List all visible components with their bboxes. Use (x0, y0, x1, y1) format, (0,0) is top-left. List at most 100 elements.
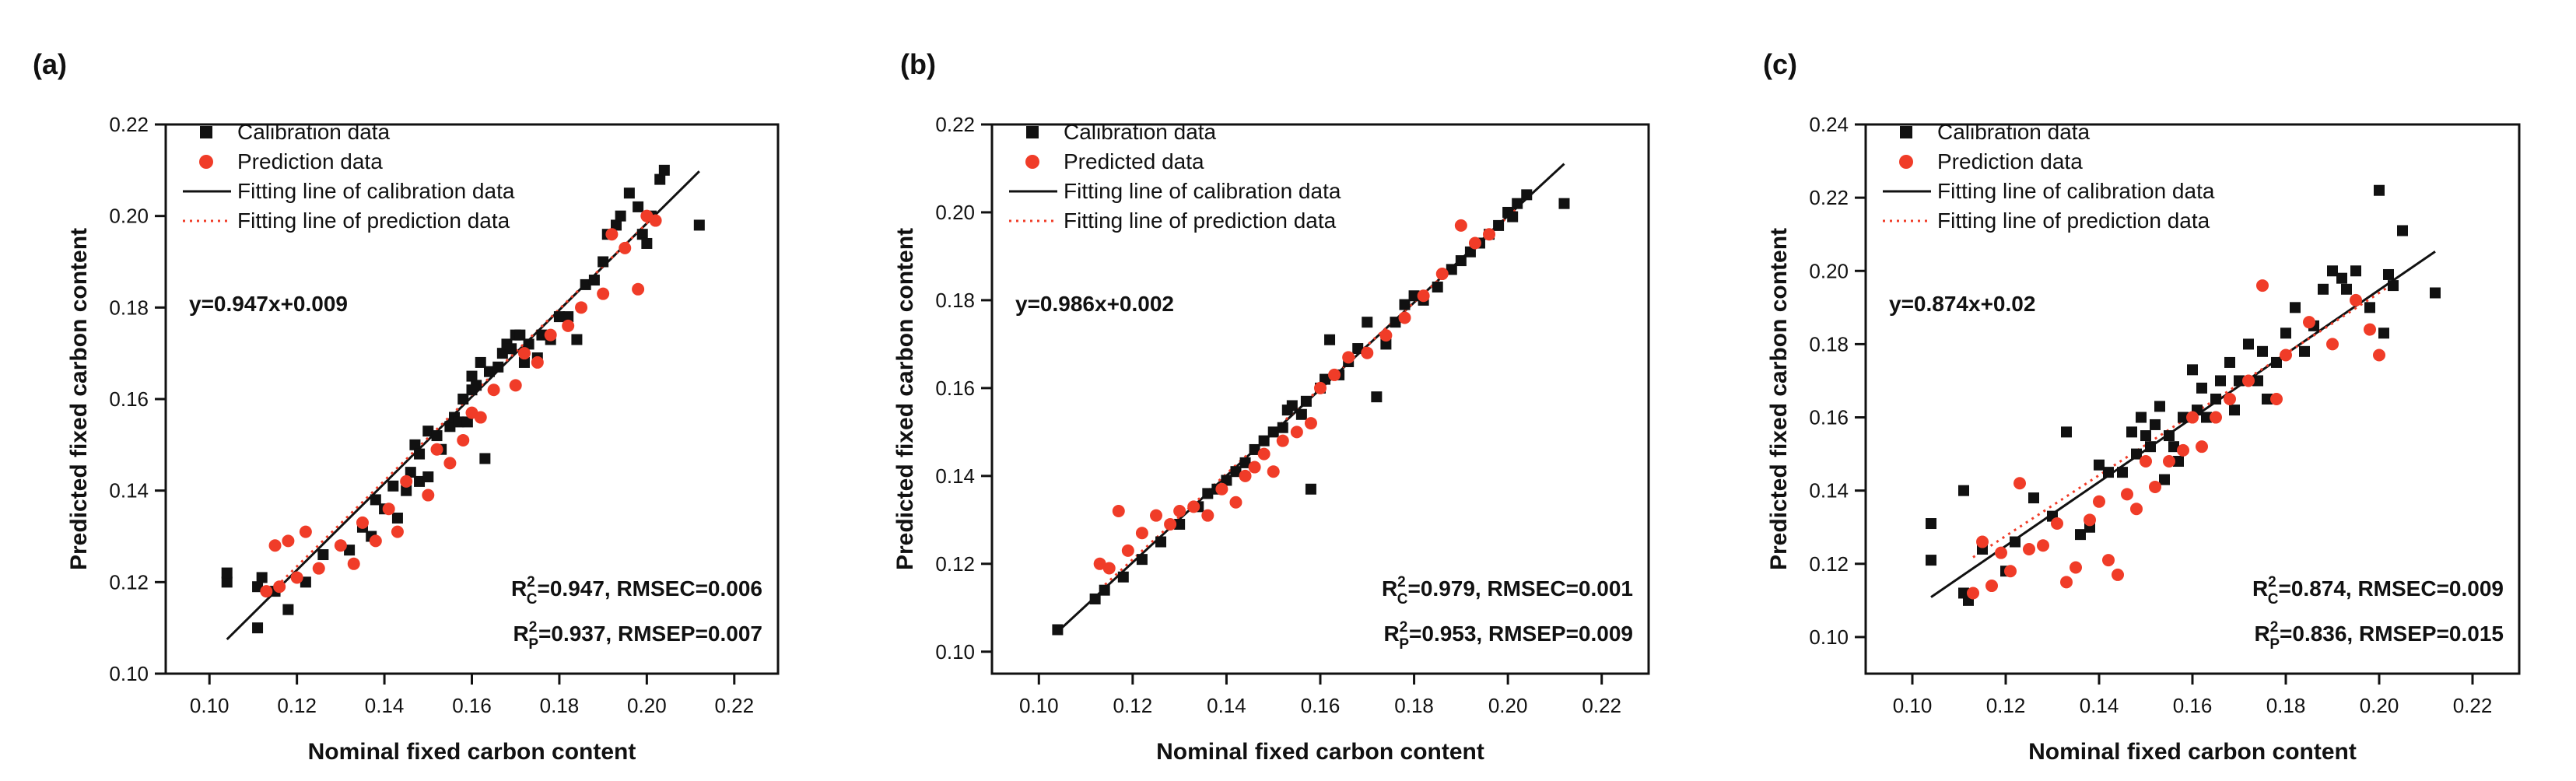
prediction-point (422, 489, 435, 502)
x-tick-label: 0.22 (714, 694, 754, 717)
calibration-point (2364, 302, 2375, 313)
legend-calibration-marker (1900, 126, 1912, 138)
prediction-point (2256, 279, 2269, 292)
prediction-point (605, 228, 619, 241)
calibration-point (479, 453, 491, 464)
calibration-point (2145, 441, 2156, 453)
fit-statistics: R2 C=0.874, RMSEC=0.009 (2252, 574, 2504, 608)
calibration-point (2140, 430, 2151, 442)
stat-superscript: 2 (1400, 619, 1408, 636)
calibration-point (252, 622, 264, 634)
calibration-point (2136, 412, 2147, 423)
calibration-point (461, 416, 473, 428)
prediction-point (1112, 505, 1125, 518)
calibration-point (2094, 459, 2105, 471)
prediction-point (312, 562, 325, 575)
calibration-point (1926, 518, 1936, 530)
calibration-point (588, 275, 600, 286)
prediction-point (334, 539, 347, 552)
legend-calibration-marker (1026, 126, 1039, 138)
prediction-point (487, 383, 500, 397)
x-tick-label: 0.18 (540, 694, 580, 717)
y-tick-label: 0.10 (935, 640, 975, 664)
calibration-point (409, 439, 421, 450)
calibration-point (1464, 246, 1476, 257)
calibration-point (2150, 419, 2161, 430)
calibration-point (1221, 475, 1232, 486)
prediction-point (2112, 568, 2124, 581)
calibration-point (2164, 430, 2175, 442)
legend-label: Fitting line of calibration data (1937, 179, 2215, 203)
prediction-point (2060, 576, 2073, 589)
calibration-point (475, 356, 486, 368)
stat-values: =0.874, RMSEC=0.009 (2278, 576, 2504, 601)
calibration-point (2378, 327, 2389, 339)
prediction-point (2093, 495, 2105, 508)
stat-subscript: C (2268, 591, 2279, 608)
calibration-point (1249, 443, 1260, 455)
prediction-point (2023, 542, 2035, 555)
calibration-point (471, 380, 482, 391)
legend: Calibration data Predicted data Fitting li… (1009, 120, 1341, 233)
prediction-point (2303, 316, 2315, 329)
calibration-point (536, 329, 548, 341)
calibration-point (483, 366, 495, 377)
calibration-point (2201, 412, 2212, 423)
calibration-point (457, 394, 469, 405)
stat-symbol: R (513, 622, 529, 646)
calibration-point (256, 572, 268, 583)
legend-label: Calibration data (1937, 120, 2091, 144)
prediction-point (282, 534, 295, 548)
prediction-point (509, 379, 522, 392)
x-tick-label: 0.18 (1394, 694, 1434, 717)
legend-calibration-marker (200, 126, 212, 138)
prediction-point (299, 525, 312, 538)
prediction-point (2163, 455, 2175, 468)
calibration-point (1558, 198, 1570, 209)
prediction-point (1454, 219, 1467, 232)
calibration-point (1089, 593, 1101, 604)
calibration-point (221, 576, 233, 588)
calibration-point (1362, 317, 1373, 328)
calibration-point (1926, 555, 1936, 566)
prediction-point (1121, 544, 1134, 557)
stat-values: =0.953, RMSEP=0.009 (1409, 622, 1633, 646)
prediction-point (1483, 228, 1496, 241)
calibration-point (636, 229, 648, 240)
stat-superscript: 2 (2268, 574, 2276, 590)
y-tick-label: 0.14 (935, 464, 975, 488)
prediction-point (1093, 557, 1106, 570)
calibration-point (422, 426, 434, 437)
prediction-point (1215, 482, 1228, 496)
calibration-point (2126, 426, 2137, 438)
prediction-point (1164, 517, 1177, 531)
calibration-point (1455, 255, 1467, 267)
stat-subscript: P (1399, 636, 1409, 653)
calibration-point (518, 356, 530, 368)
calibration-point (1305, 483, 1316, 495)
y-tick-label: 0.18 (935, 289, 975, 312)
legend-label: Fitting line of prediction data (1064, 208, 1337, 233)
y-tick-label: 0.10 (1809, 625, 1849, 649)
calibration-point (633, 201, 644, 212)
calibration-point (506, 343, 517, 355)
prediction-point (2224, 393, 2236, 405)
prediction-point (544, 328, 557, 341)
calibration-point (2280, 327, 2291, 339)
prediction-point (2149, 480, 2161, 493)
prediction-point (1985, 580, 1998, 593)
calibration-point (611, 219, 622, 231)
prediction-point (2177, 443, 2189, 457)
calibration-point (1174, 518, 1186, 530)
legend-label: Prediction data (1937, 149, 2083, 173)
calibration-point (2131, 448, 2142, 460)
calibration-point (1267, 426, 1279, 438)
calibration-point (466, 370, 478, 382)
prediction-point (2270, 393, 2283, 405)
x-tick-label: 0.10 (1019, 694, 1059, 717)
calibration-point (444, 421, 456, 433)
calibration-point (2243, 338, 2254, 350)
calibration-point (2168, 441, 2179, 453)
y-tick-label: 0.18 (109, 296, 149, 319)
calibration-point (2229, 405, 2240, 416)
